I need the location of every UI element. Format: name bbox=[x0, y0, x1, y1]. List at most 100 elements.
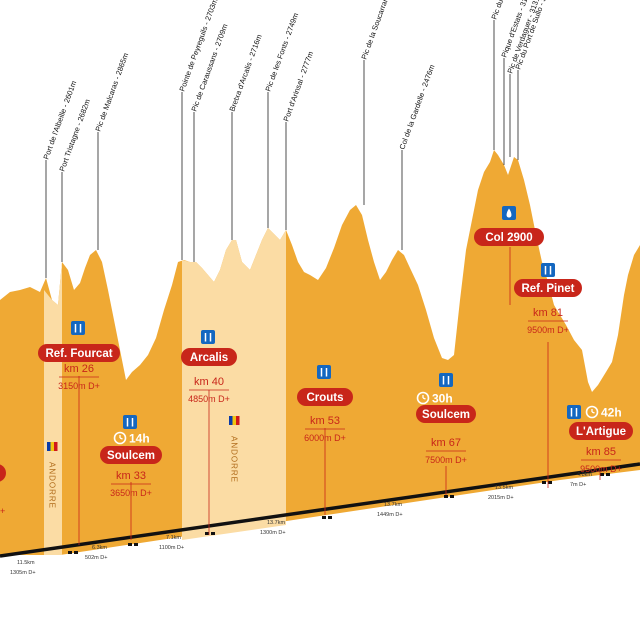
segment-distance: 4.8km bbox=[577, 472, 592, 478]
checkpoint-dplus: 9500m D+ bbox=[580, 464, 622, 474]
peak-marker: Pic de la Soucarrane - 2902m bbox=[359, 0, 402, 205]
segment-dplus: 7m D+ bbox=[570, 482, 586, 488]
baseline-tick bbox=[205, 532, 209, 535]
clock-icon bbox=[416, 391, 430, 405]
fork-knife-icon bbox=[123, 415, 137, 429]
fork-knife-icon bbox=[541, 263, 555, 277]
checkpoint-pill bbox=[416, 405, 476, 423]
peak-marker: Bretxa d'Arcalis - 2716m bbox=[227, 33, 264, 240]
cut-off-time: 14h bbox=[113, 431, 150, 446]
peak-label: Pic de Malcaras - 2865m bbox=[93, 52, 130, 133]
segment-distance: 6.3km bbox=[92, 545, 107, 551]
checkpoint-name: Soulcem bbox=[422, 409, 470, 421]
baseline-tick bbox=[211, 532, 215, 535]
checkpoint: 42h L'Artigue km 85 9500m D+ bbox=[567, 405, 633, 480]
segment-distance: 13.7km bbox=[267, 520, 285, 526]
peak-label: Bretxa d'Arcalis - 2716m bbox=[227, 33, 263, 113]
checkpoint-km: km 33 bbox=[116, 470, 146, 482]
segment-distance: 13.7km bbox=[384, 502, 402, 508]
andorre-label: ANDORRE bbox=[48, 462, 57, 509]
segment-distance: 13.5km bbox=[495, 485, 513, 491]
checkpoint-name: Ref. Fourcat bbox=[45, 348, 112, 360]
checkpoint: 30h Soulcem km 67 7500m D+ bbox=[416, 373, 476, 495]
checkpoint-pill bbox=[181, 348, 237, 366]
peak-marker: Pointe de Peyreguils - 2703m bbox=[177, 0, 220, 260]
checkpoint-dplus: 9500m D+ bbox=[527, 325, 569, 335]
checkpoint-km: km 81 bbox=[533, 307, 563, 319]
checkpoint-dplus: 3150m D+ bbox=[58, 381, 100, 391]
checkpoint-km: km 26 bbox=[64, 363, 94, 375]
peak-marker: Col de la Gardelle - 2476m bbox=[397, 63, 437, 250]
fork-knife-icon bbox=[317, 365, 331, 379]
andorre-label: ANDORRE bbox=[230, 436, 239, 483]
andorra-flag-icon bbox=[47, 442, 58, 451]
cut-off-time-label: 30h bbox=[432, 392, 453, 406]
segment-dplus: 2015m D+ bbox=[488, 495, 514, 501]
checkpoint: 14h Soulcem km 33 3650m D+ bbox=[100, 415, 162, 540]
checkpoint: Ref. Pinet km 81 9500m D+ bbox=[514, 263, 582, 488]
checkpoint-pill bbox=[297, 388, 353, 406]
checkpoint: Arcalis km 40 4850m D+ bbox=[181, 330, 237, 535]
fork-knife-icon bbox=[439, 373, 453, 387]
cut-off-time-label: 14h bbox=[129, 432, 150, 446]
checkpoint-name: Crouts bbox=[306, 392, 343, 404]
checkpoint-name: Arcalis bbox=[190, 352, 228, 364]
checkpoint-pill bbox=[38, 344, 120, 362]
checkpoint: Ref. Fourcat km 26 3150m D+ bbox=[38, 321, 120, 545]
segment-distance: 7.1km bbox=[166, 535, 181, 541]
segment-dplus: 502m D+ bbox=[85, 555, 107, 561]
cut-off-time: 30h bbox=[416, 391, 453, 406]
segment-distance: 11.5km bbox=[17, 560, 35, 566]
peak-marker: Pic de Malcaras - 2865m bbox=[93, 52, 130, 250]
checkpoint-pill bbox=[474, 228, 544, 246]
peak-marker: Pic du Montcalm - 3077m bbox=[489, 0, 527, 150]
baseline-tick bbox=[606, 473, 610, 476]
peak-label: Port d'Arinsal - 2777m bbox=[281, 50, 315, 123]
checkpoint-pill bbox=[569, 422, 633, 440]
checkpoint-name: Soulcem bbox=[107, 450, 155, 462]
checkpoint-km: km 67 bbox=[431, 437, 461, 449]
segment-info: 11.5km 1305m D+ bbox=[10, 560, 36, 576]
segment-info: 4.8km 7m D+ bbox=[570, 472, 592, 488]
peak-label: Pic de la Soucarrane - 2902m bbox=[359, 0, 401, 61]
checkpoint-dplus: 3650m D+ bbox=[110, 488, 152, 498]
checkpoint-dplus-fragment: + bbox=[0, 506, 5, 516]
segment-dplus: 1449m D+ bbox=[377, 512, 403, 518]
peak-label: Col de la Gardelle - 2476m bbox=[397, 63, 436, 150]
checkpoint: Crouts km 53 6000m D+ bbox=[297, 365, 353, 515]
baseline-tick bbox=[542, 481, 546, 484]
segment-info: 13.7km 1449m D+ bbox=[377, 502, 403, 518]
checkpoint: Col 2900 bbox=[474, 206, 544, 305]
baseline-tick bbox=[328, 516, 332, 519]
segment-info: 13.7km 1300m D+ bbox=[260, 520, 286, 536]
baseline-tick bbox=[444, 495, 448, 498]
checkpoint-km: km 53 bbox=[310, 415, 340, 427]
andorre-marker: ANDORRE bbox=[229, 416, 240, 483]
baseline-tick bbox=[74, 551, 78, 554]
fork-knife-icon bbox=[567, 405, 581, 419]
andorre-band-2 bbox=[182, 228, 286, 540]
andorre-band-1 bbox=[44, 262, 62, 555]
checkpoint-name: Col 2900 bbox=[485, 232, 532, 244]
checkpoint-dplus: 4850m D+ bbox=[188, 394, 230, 404]
peak-marker: Port de l'Albeille - 2601m bbox=[41, 79, 78, 278]
baseline-tick bbox=[128, 543, 132, 546]
fork-knife-icon bbox=[71, 321, 85, 335]
baseline-tick bbox=[134, 543, 138, 546]
peak-marker: Port d'Arinsal - 2777m bbox=[281, 50, 315, 230]
segment-dplus: 1305m D+ bbox=[10, 570, 36, 576]
clock-icon bbox=[113, 431, 127, 445]
checkpoint-name: Ref. Pinet bbox=[521, 283, 574, 295]
baseline-tick bbox=[322, 516, 326, 519]
baseline-tick bbox=[548, 481, 552, 484]
cut-off-time: 42h bbox=[585, 406, 622, 420]
checkpoint-km: km 85 bbox=[586, 446, 616, 458]
baseline-tick bbox=[600, 473, 604, 476]
checkpoint-name: L'Artigue bbox=[576, 426, 626, 438]
peak-label: Pic de Caraussans - 2709m bbox=[189, 23, 229, 113]
checkpoint-km: km 40 bbox=[194, 376, 224, 388]
baseline-tick bbox=[68, 551, 72, 554]
checkpoint-pill bbox=[100, 446, 162, 464]
segment-info: 7.1km 1100m D+ bbox=[159, 535, 184, 551]
partial-checkpoint-left: + bbox=[0, 464, 6, 516]
